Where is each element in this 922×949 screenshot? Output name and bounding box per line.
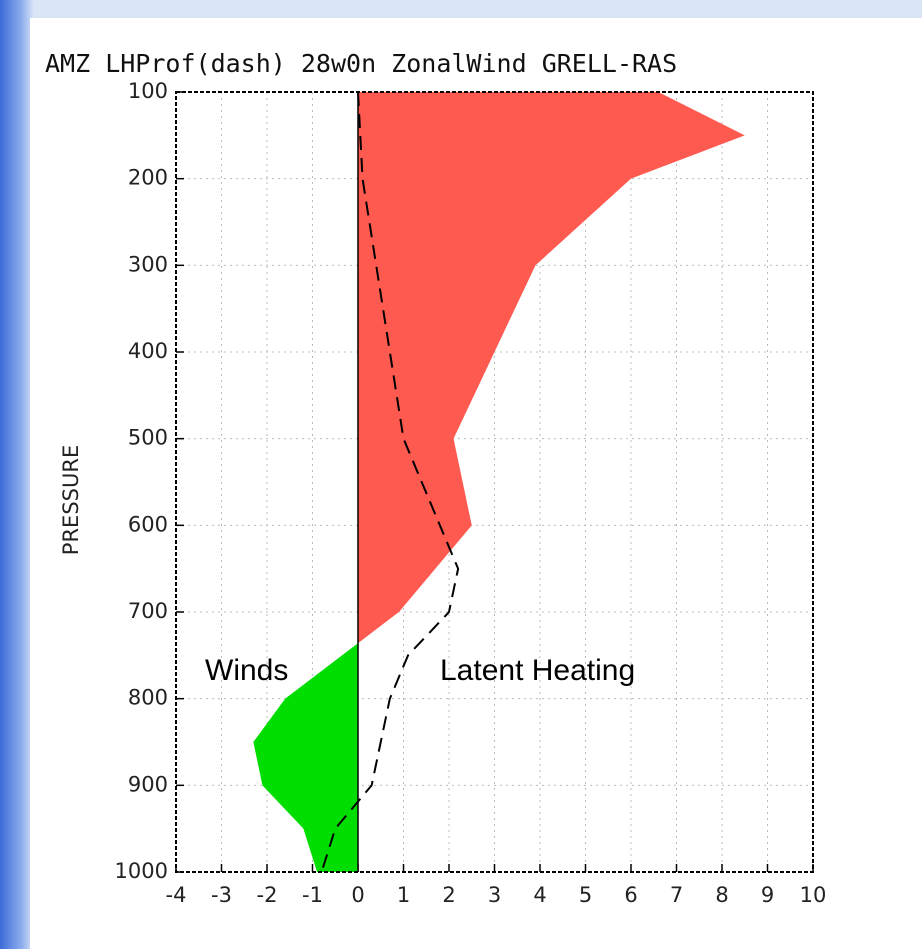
- annotation: Latent Heating: [440, 654, 635, 687]
- x-tick-label: 3: [488, 883, 501, 907]
- x-tick-label: 9: [761, 883, 774, 907]
- x-tick-label: 2: [442, 883, 455, 907]
- y-tick-label: 300: [128, 252, 168, 276]
- x-tick-label: 5: [579, 883, 592, 907]
- y-tick-label: 100: [128, 79, 168, 103]
- chart-title: AMZ LHProf(dash) 28w0n ZonalWind GRELL-R…: [45, 49, 677, 78]
- y-tick-label: 500: [128, 426, 168, 450]
- heating-line: [320, 91, 460, 873]
- annotation: Winds: [205, 654, 288, 687]
- y-tick-label: 600: [128, 512, 168, 536]
- y-tick-label: 1000: [115, 859, 168, 883]
- x-tick-label: -2: [257, 883, 278, 907]
- y-tick-label: 700: [128, 599, 168, 623]
- x-tick-label: 1: [397, 883, 410, 907]
- y-tick-label: 900: [128, 772, 168, 796]
- wind-area: [253, 92, 745, 872]
- x-tick-label: 6: [624, 883, 637, 907]
- x-tick-label: -4: [166, 883, 187, 907]
- y-axis-label: PRESSURE: [59, 445, 83, 555]
- x-tick-label: 0: [351, 883, 364, 907]
- plot-frame: [175, 91, 814, 873]
- x-tick-label: 8: [715, 883, 728, 907]
- x-tick-label: 4: [533, 883, 546, 907]
- y-tick-label: 200: [128, 166, 168, 190]
- x-tick-label: -3: [211, 883, 232, 907]
- x-tick-label: 7: [670, 883, 683, 907]
- x-tick-label: 10: [800, 883, 827, 907]
- y-tick-label: 400: [128, 339, 168, 363]
- x-tick-label: -1: [302, 883, 323, 907]
- y-tick-label: 800: [128, 686, 168, 710]
